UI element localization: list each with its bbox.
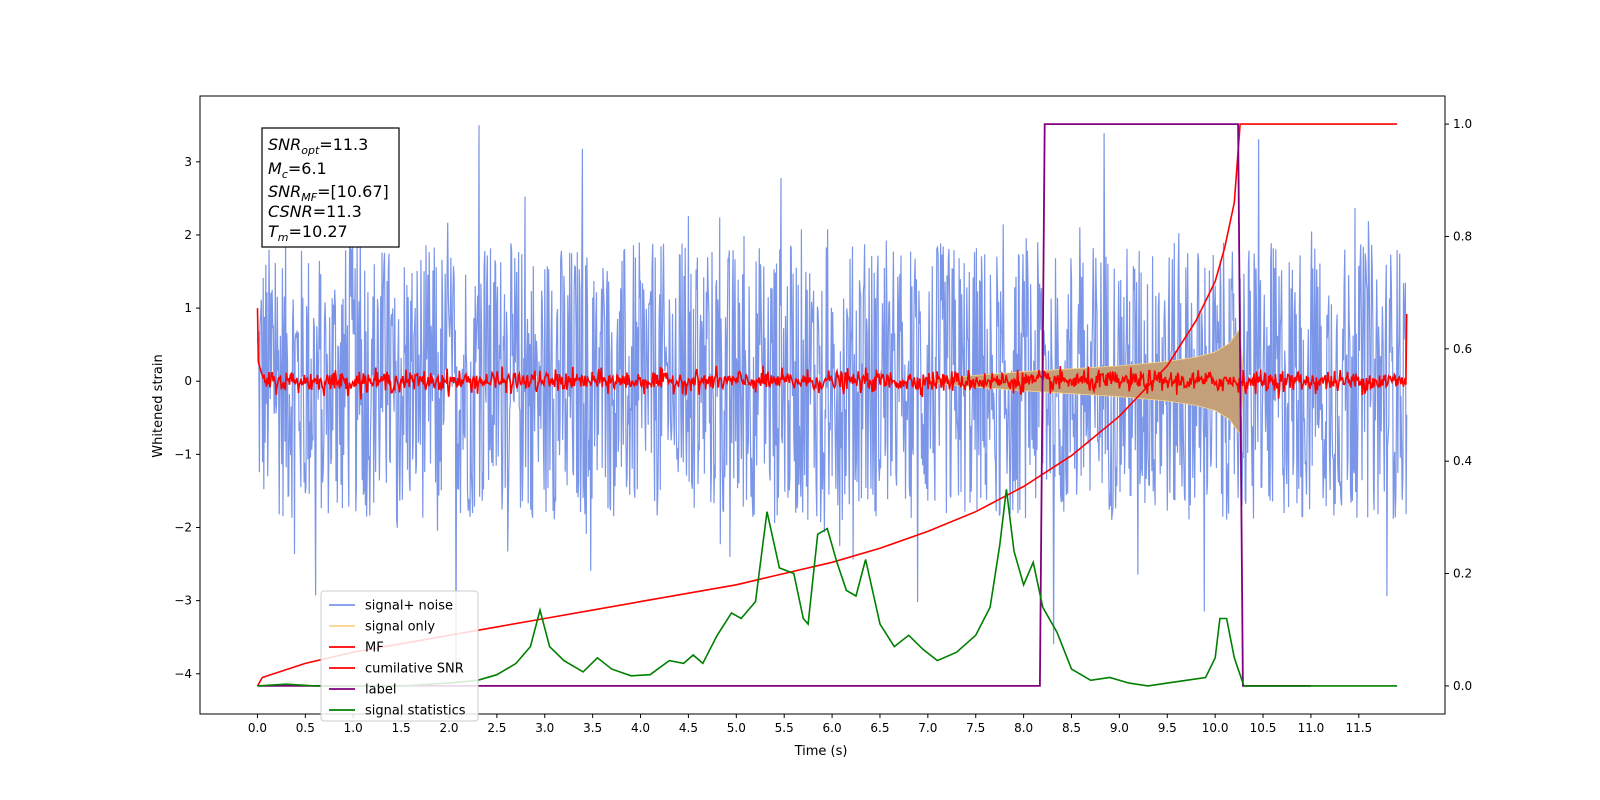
annotation-snr-mf: SNRMF=[10.67] bbox=[268, 182, 389, 204]
y-tick-label: 3 bbox=[184, 155, 192, 169]
right-y-tick-label: 0.4 bbox=[1453, 454, 1472, 468]
annotation-mc: Mc=6.1 bbox=[268, 159, 327, 181]
legend-entry-label: MF bbox=[365, 641, 384, 656]
legend-entry-label: signal statistics bbox=[365, 704, 466, 719]
x-tick-label: 5.5 bbox=[775, 721, 794, 735]
plot-area bbox=[256, 123, 1408, 687]
x-tick-label: 10.0 bbox=[1202, 721, 1229, 735]
signal-statistics-line bbox=[257, 489, 1398, 687]
x-tick-label: 1.5 bbox=[392, 721, 411, 735]
x-tick-label: 6.5 bbox=[870, 721, 889, 735]
x-tick-label: 6.0 bbox=[823, 721, 842, 735]
right-y-tick-label: 0.2 bbox=[1453, 567, 1472, 581]
y-tick-label: 0 bbox=[184, 374, 192, 388]
x-tick-label: 1.0 bbox=[344, 721, 363, 735]
x-tick-label: 0.5 bbox=[296, 721, 315, 735]
x-tick-label: 2.0 bbox=[439, 721, 458, 735]
legend-entry-label: label bbox=[365, 683, 396, 698]
signal-statistics-series bbox=[257, 489, 1398, 687]
legend: signal+ noise signal only MF cumilative SNR… bbox=[320, 590, 479, 722]
y-tick-label: −4 bbox=[174, 667, 192, 681]
mf-line bbox=[256, 308, 1408, 400]
legend-entry-label: signal+ noise bbox=[365, 599, 453, 614]
x-tick-label: 11.0 bbox=[1298, 721, 1325, 735]
y-tick-label: −1 bbox=[174, 447, 192, 461]
x-tick-label: 2.5 bbox=[487, 721, 506, 735]
x-tick-label: 8.0 bbox=[1014, 721, 1033, 735]
x-tick-label: 4.0 bbox=[631, 721, 650, 735]
x-tick-label: 3.0 bbox=[535, 721, 554, 735]
y-tick-label: −3 bbox=[174, 594, 192, 608]
x-tick-label: 3.5 bbox=[583, 721, 602, 735]
right-y-tick-label: 1.0 bbox=[1453, 117, 1472, 131]
x-tick-label: 11.5 bbox=[1345, 721, 1372, 735]
y-tick-label: −2 bbox=[174, 521, 192, 535]
plot-frame bbox=[199, 95, 1446, 715]
x-tick-label: 9.5 bbox=[1158, 721, 1177, 735]
x-tick-label: 7.5 bbox=[966, 721, 985, 735]
x-tick-label: 7.0 bbox=[918, 721, 937, 735]
x-tick-label: 5.0 bbox=[727, 721, 746, 735]
y-axis-label: Whitened strain bbox=[151, 354, 166, 457]
annotation-box: SNRopt=11.3 Mc=6.1 SNRMF=[10.67] CSNR=11… bbox=[261, 127, 400, 248]
signal-noise-series bbox=[256, 125, 1408, 678]
legend-entry-label: cumilative SNR bbox=[365, 662, 464, 677]
mf-series bbox=[256, 308, 1408, 400]
y-axis-ticks: 3 2 1 0 −1 −2 −3 −4 bbox=[174, 155, 200, 681]
right-y-tick-label: 0.6 bbox=[1453, 342, 1472, 356]
x-tick-label: 10.5 bbox=[1250, 721, 1277, 735]
x-axis-ticks: 0.0 0.5 1.0 1.5 2.0 2.5 3.0 3.5 4.0 4.5 5.0 5.5 6.0 6… bbox=[248, 714, 1372, 735]
annotation-csnr: CSNR=11.3 bbox=[268, 202, 362, 221]
y-tick-label: 1 bbox=[184, 301, 192, 315]
y-tick-label: 2 bbox=[184, 228, 192, 242]
x-tick-label: 0.0 bbox=[248, 721, 267, 735]
right-y-tick-label: 0.8 bbox=[1453, 229, 1472, 243]
right-y-tick-label: 0.0 bbox=[1453, 679, 1472, 693]
annotation-snr-opt: SNRopt=11.3 bbox=[268, 135, 368, 157]
x-tick-label: 4.5 bbox=[679, 721, 698, 735]
signal-noise-line bbox=[256, 125, 1408, 678]
legend-entry-label: signal only bbox=[365, 620, 435, 635]
x-tick-label: 9.0 bbox=[1110, 721, 1129, 735]
x-tick-label: 8.5 bbox=[1062, 721, 1081, 735]
annotation-tm: Tm=10.27 bbox=[268, 222, 348, 244]
x-axis-label: Time (s) bbox=[794, 744, 848, 759]
right-y-axis-ticks: 0.0 0.2 0.4 0.6 0.8 1.0 bbox=[1445, 117, 1472, 693]
